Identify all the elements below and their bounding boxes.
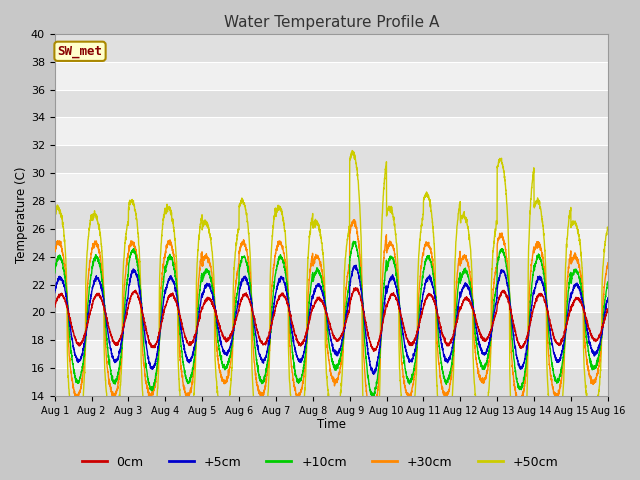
Title: Water Temperature Profile A: Water Temperature Profile A: [223, 15, 439, 30]
Bar: [55, 368, 608, 396]
Bar: [55, 312, 608, 340]
Bar: [55, 34, 608, 62]
Bar: [55, 90, 608, 118]
Bar: [55, 201, 608, 229]
Bar: [55, 257, 608, 285]
Bar: [55, 145, 608, 173]
X-axis label: Time: Time: [317, 419, 346, 432]
Bar: [55, 62, 608, 90]
Y-axis label: Temperature (C): Temperature (C): [15, 167, 28, 263]
Bar: [55, 229, 608, 257]
Bar: [55, 118, 608, 145]
Bar: [55, 173, 608, 201]
Text: SW_met: SW_met: [58, 45, 102, 58]
Legend: 0cm, +5cm, +10cm, +30cm, +50cm: 0cm, +5cm, +10cm, +30cm, +50cm: [77, 451, 563, 474]
Bar: [55, 340, 608, 368]
Bar: [55, 285, 608, 312]
